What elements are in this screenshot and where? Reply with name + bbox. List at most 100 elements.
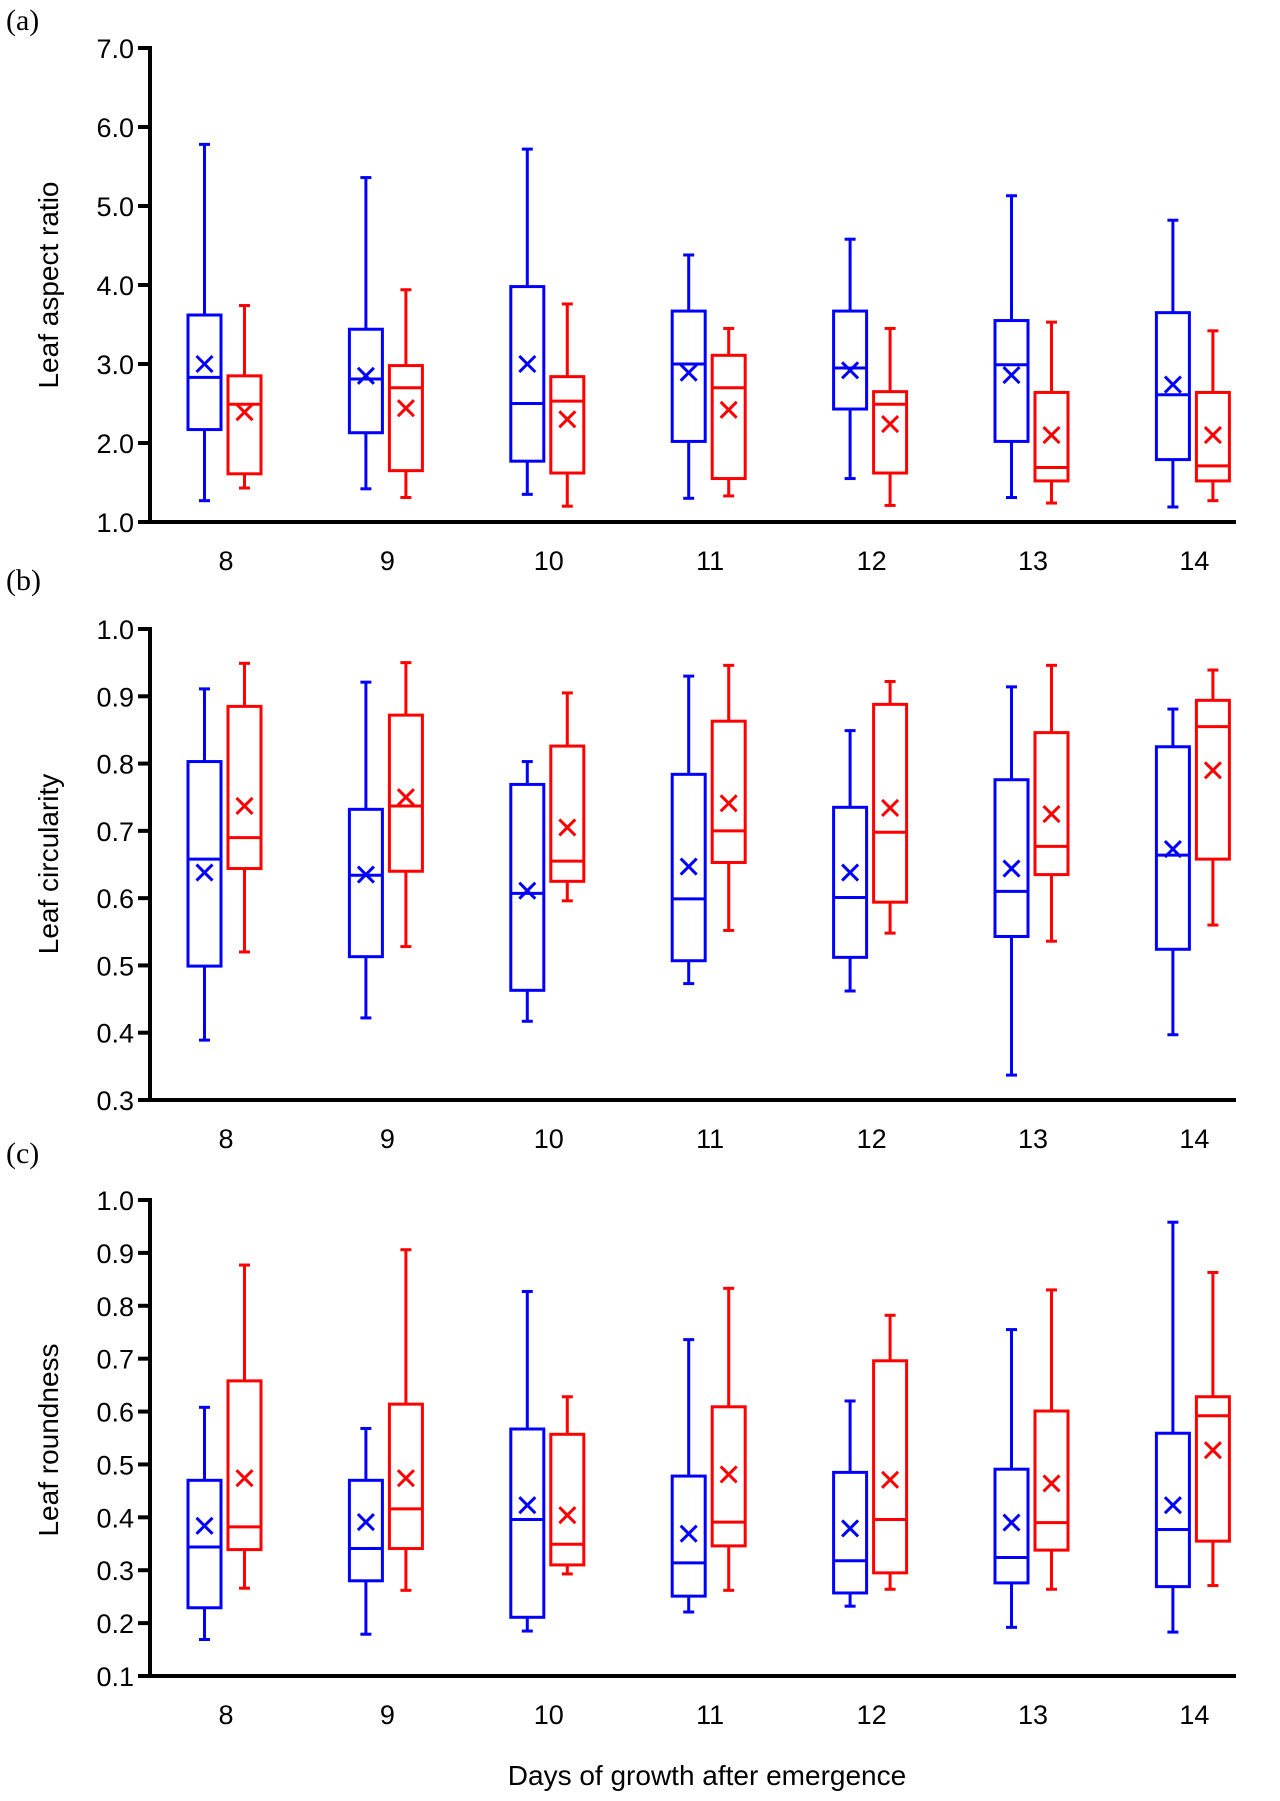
mean-marker [195, 354, 214, 374]
iqr-box [1194, 698, 1231, 861]
mean-marker [1002, 365, 1021, 385]
iqr-box [1154, 1431, 1191, 1589]
x-tick-label: 11 [696, 1124, 724, 1154]
mean-marker [518, 881, 537, 900]
y-tick-label: 0.8 [96, 1292, 134, 1322]
x-tick-label: 10 [534, 1700, 564, 1730]
x-tick-label: 13 [1018, 1700, 1048, 1730]
iqr-box [1154, 311, 1191, 462]
box-red-day-14 [1194, 1270, 1231, 1588]
mean-marker [1002, 859, 1021, 878]
box-blue-day-12 [832, 237, 869, 481]
box-blue-day-9 [347, 680, 384, 1020]
mean-marker [881, 414, 900, 434]
x-tick-label: 9 [380, 1700, 395, 1730]
mean-marker [1203, 426, 1222, 445]
box-blue-day-14 [1154, 1220, 1191, 1634]
mean-marker [356, 366, 375, 385]
iqr-box [993, 1467, 1030, 1585]
x-tick-label: 14 [1179, 546, 1209, 576]
x-tick-label: 11 [696, 546, 724, 576]
y-tick-label: 0.4 [96, 1503, 134, 1533]
mean-marker [235, 403, 254, 422]
x-tick-label: 8 [218, 1700, 233, 1730]
box-blue-day-11 [670, 674, 707, 986]
y-tick-label: 7.0 [96, 34, 134, 64]
mean-marker [719, 1465, 738, 1484]
box-blue-day-10 [509, 760, 546, 1023]
box-blue-day-12 [832, 1399, 869, 1608]
box-red-day-8 [226, 661, 263, 954]
y-tick-label: 0.7 [96, 817, 134, 847]
iqr-box [710, 1405, 747, 1548]
y-tick-label: 0.7 [96, 1345, 134, 1375]
iqr-box [832, 805, 869, 959]
mean-marker [396, 1469, 415, 1488]
iqr-box [832, 1470, 869, 1595]
panel-label: (a) [6, 4, 39, 37]
iqr-box [872, 390, 909, 475]
mean-marker [1042, 804, 1061, 824]
iqr-box [1194, 390, 1231, 483]
x-tick-label: 12 [857, 546, 887, 576]
box-blue-day-11 [670, 253, 707, 500]
panel-b: (b) Leaf circularity 0.3 0.4 0.5 0.6 0.7 0.8 0.9… [6, 564, 1236, 1154]
x-tick-label: 12 [857, 1700, 887, 1730]
box-blue-day-10 [509, 1289, 546, 1633]
panel-label: (c) [6, 1137, 39, 1170]
iqr-box [832, 309, 869, 411]
mean-marker [841, 361, 860, 380]
iqr-box [670, 309, 707, 443]
box-blue-day-8 [186, 142, 223, 503]
box-blue-day-14 [1154, 218, 1191, 509]
iqr-box [1033, 731, 1070, 877]
iqr-box [1033, 390, 1070, 483]
x-tick-label: 10 [534, 546, 564, 576]
mean-marker [679, 1524, 698, 1543]
iqr-box [387, 1402, 424, 1551]
iqr-box [1154, 745, 1191, 951]
x-tick-label: 14 [1179, 1700, 1209, 1730]
mean-marker [679, 857, 698, 876]
panel-label: (b) [6, 564, 41, 597]
y-tick-label: 1.0 [96, 508, 134, 538]
x-tick-label: 11 [696, 1700, 724, 1730]
iqr-box [347, 1478, 384, 1583]
box-blue-day-13 [993, 1328, 1030, 1629]
box-red-day-14 [1194, 668, 1231, 927]
x-axis-title: Days of growth after emergence [508, 1760, 906, 1791]
y-tick-label: 0.4 [96, 1019, 134, 1049]
y-tick-label: 0.5 [96, 1450, 134, 1480]
mean-marker [356, 865, 375, 884]
box-blue-day-10 [509, 147, 546, 496]
box-red-day-9 [387, 288, 424, 500]
iqr-box [872, 1359, 909, 1575]
mean-marker [841, 863, 860, 882]
box-red-day-10 [549, 302, 586, 508]
box-blue-day-11 [670, 1338, 707, 1614]
iqr-box [1194, 1395, 1231, 1543]
box-red-day-13 [1033, 663, 1070, 943]
mean-marker [679, 363, 698, 382]
mean-marker [841, 1519, 860, 1538]
box-red-day-13 [1033, 320, 1070, 505]
mean-marker [396, 399, 415, 418]
box-blue-day-9 [347, 176, 384, 491]
y-tick-label: 0.3 [96, 1556, 134, 1586]
mean-marker [1002, 1513, 1021, 1532]
x-tick-label: 8 [218, 546, 233, 576]
panel-a: (a) Leaf aspect ratio 1.0 2.0 3.0 4.0 5.0 6.0 7.… [6, 4, 1236, 576]
y-tick-label: 0.8 [96, 750, 134, 780]
iqr-box [186, 313, 223, 432]
y-tick-label: 1.0 [96, 1186, 134, 1216]
box-red-day-13 [1033, 1288, 1070, 1591]
y-tick-label: 0.6 [96, 884, 134, 914]
y-tick-label: 5.0 [96, 192, 134, 222]
iqr-box [186, 760, 223, 968]
x-tick-label: 12 [857, 1124, 887, 1154]
mean-marker [558, 1506, 577, 1525]
x-tick-label: 8 [218, 1124, 233, 1154]
iqr-box [226, 374, 263, 476]
y-tick-label: 0.5 [96, 951, 134, 981]
iqr-box [670, 772, 707, 963]
